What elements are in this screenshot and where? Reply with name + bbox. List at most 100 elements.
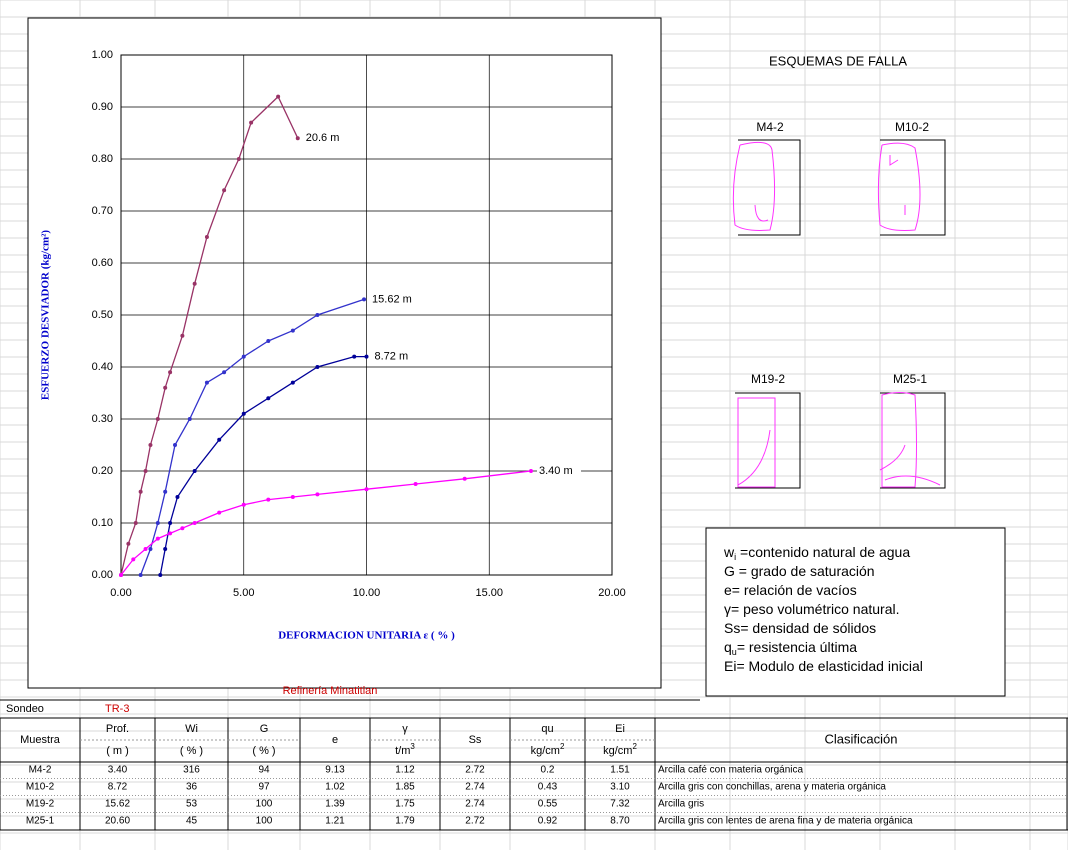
column-header: Clasificación bbox=[825, 731, 898, 746]
note-text: =contenido natural de agua bbox=[736, 544, 910, 560]
data-point bbox=[204, 235, 209, 239]
note-sym: Ss bbox=[724, 620, 740, 636]
data-point bbox=[222, 370, 227, 375]
data-point bbox=[138, 489, 143, 494]
data-point bbox=[155, 417, 160, 421]
data-point bbox=[168, 370, 173, 375]
data-point bbox=[148, 547, 153, 551]
note-line: e= relación de vacíos bbox=[724, 582, 857, 598]
y-tick-label: 0.00 bbox=[92, 569, 113, 581]
table-cell: M25-1 bbox=[26, 816, 55, 827]
data-point bbox=[241, 354, 246, 359]
data-point bbox=[187, 417, 192, 421]
y-tick-label: 1.00 bbox=[92, 49, 113, 61]
column-unit: kg/cm2 bbox=[531, 742, 565, 757]
table-cell: 3.40 bbox=[108, 765, 128, 776]
table-cell: 2.72 bbox=[465, 816, 485, 827]
series-label: 20.6 m bbox=[306, 132, 340, 144]
data-point bbox=[163, 547, 168, 551]
unit: kg/cm bbox=[531, 745, 560, 757]
table-cell: 53 bbox=[186, 799, 198, 810]
table-cell: 2.74 bbox=[465, 799, 485, 810]
unit-sup: 3 bbox=[410, 742, 415, 751]
note-sym: w bbox=[723, 544, 735, 560]
data-point bbox=[163, 385, 168, 390]
series-line bbox=[120, 470, 532, 576]
table-cell: 2.74 bbox=[465, 782, 485, 793]
y-tick-label: 0.10 bbox=[92, 517, 113, 529]
table-cell: 1.39 bbox=[325, 799, 345, 810]
data-point bbox=[266, 497, 271, 502]
column-unit: ( m ) bbox=[106, 745, 129, 757]
note-text: = peso volumétrico natural. bbox=[731, 601, 899, 617]
column-header: Muestra bbox=[20, 734, 61, 746]
note-text: = densidad de sólidos bbox=[740, 620, 876, 636]
table-cell: 1.21 bbox=[325, 816, 345, 827]
y-tick-label: 0.40 bbox=[92, 361, 113, 373]
data-point bbox=[528, 469, 533, 473]
table-cell: 7.32 bbox=[610, 799, 630, 810]
sample-label: M25-1 bbox=[893, 372, 927, 386]
note-line: γ= peso volumétrico natural. bbox=[724, 601, 899, 617]
data-point bbox=[413, 482, 418, 486]
data-point bbox=[315, 313, 320, 317]
schemes-title: ESQUEMAS DE FALLA bbox=[769, 53, 907, 68]
series-line bbox=[159, 355, 367, 576]
column-header: e bbox=[332, 734, 338, 746]
note-sub: i bbox=[734, 552, 736, 562]
data-point bbox=[364, 354, 369, 359]
table-cell: 8.70 bbox=[610, 816, 630, 827]
sondeo-label: Sondeo bbox=[6, 703, 44, 715]
unit: ( % ) bbox=[180, 745, 203, 757]
y-tick-label: 0.80 bbox=[92, 153, 113, 165]
note-line: Ei= Modulo de elasticidad inicial bbox=[724, 658, 923, 674]
series-label-bg bbox=[536, 464, 581, 478]
notes-box bbox=[705, 527, 1006, 697]
series-label-bg bbox=[372, 349, 417, 364]
data-point bbox=[175, 495, 180, 499]
data-point bbox=[138, 573, 143, 577]
data-point bbox=[266, 339, 271, 343]
x-tick-label: 10.00 bbox=[353, 587, 381, 599]
table-cell: 1.75 bbox=[395, 799, 415, 810]
data-point bbox=[352, 354, 357, 359]
data-point bbox=[168, 521, 173, 525]
table-cell: Arcilla gris con lentes de arena fina y … bbox=[658, 816, 913, 827]
data-point bbox=[126, 541, 131, 546]
column-unit: ( % ) bbox=[180, 745, 203, 757]
data-point bbox=[217, 510, 222, 515]
table-cell: 9.13 bbox=[325, 765, 345, 776]
table-cell: Arcilla gris con conchillas, arena y mat… bbox=[658, 782, 886, 793]
y-axis-title: ESFUERZO DESVIADOR (kg/cm²) bbox=[40, 230, 52, 400]
data-point bbox=[158, 573, 163, 577]
table-cell: 316 bbox=[183, 765, 200, 776]
table-cell: 0.43 bbox=[538, 782, 558, 793]
unit: ( % ) bbox=[252, 745, 275, 757]
data-point bbox=[163, 489, 168, 494]
data-point bbox=[133, 521, 138, 525]
table-cell: M4-2 bbox=[29, 765, 52, 776]
note-sym: G bbox=[724, 563, 735, 579]
table-cell: 1.79 bbox=[395, 816, 415, 827]
data-point bbox=[276, 94, 281, 99]
table-cell: Arcilla café con materia orgánica bbox=[658, 765, 804, 776]
column-header: Ei bbox=[615, 723, 625, 735]
data-point bbox=[290, 328, 295, 333]
column-header: qu bbox=[541, 723, 553, 735]
series-label: 8.72 m bbox=[375, 351, 409, 363]
series-label-bg bbox=[303, 131, 348, 146]
data-point bbox=[168, 531, 173, 536]
table-cell: 8.72 bbox=[108, 782, 128, 793]
data-point bbox=[266, 396, 271, 401]
y-tick-label: 0.70 bbox=[92, 205, 113, 217]
data-point bbox=[236, 157, 241, 161]
series-label-bg bbox=[370, 292, 415, 307]
unit: t/m bbox=[395, 745, 410, 757]
data-point bbox=[131, 557, 136, 562]
table-cell: 1.12 bbox=[395, 765, 415, 776]
series-label: 15.62 m bbox=[372, 293, 412, 305]
table-cell: 3.10 bbox=[610, 782, 630, 793]
failure-sketches bbox=[732, 139, 946, 489]
data-point bbox=[222, 188, 227, 193]
table-cell: 1.02 bbox=[325, 782, 345, 793]
